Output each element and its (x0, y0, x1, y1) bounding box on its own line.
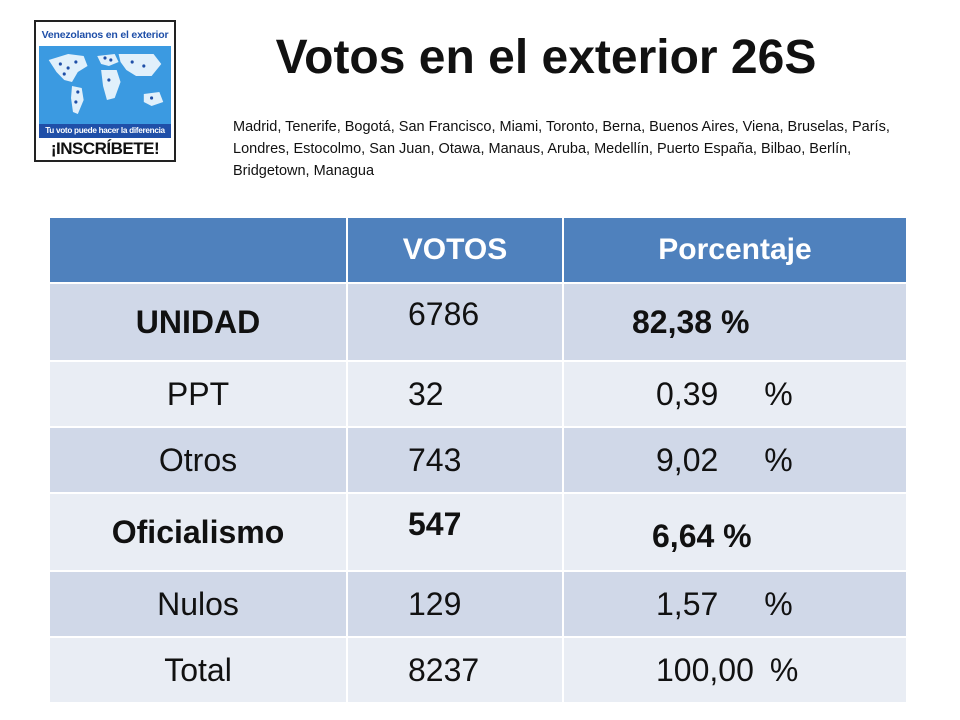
logo-slogan: Tu voto puede hacer la diferencia (39, 124, 171, 138)
pct-sign: % (769, 651, 799, 688)
row-votes: 743 (346, 426, 564, 494)
row-percentage: 9,02% (562, 426, 908, 494)
table-row-unidad: UNIDAD 6786 82,38 % (48, 282, 908, 362)
row-votes: 129 (346, 570, 564, 638)
row-percentage: 82,38 % (562, 282, 908, 362)
row-percentage: 6,64 % (562, 492, 908, 572)
venezolanos-logo: Venezolanos en el exterior Tu voto puede… (34, 20, 176, 162)
table-row-oficialismo: Oficialismo 547 6,64 % (48, 492, 908, 572)
row-votes: 8237 (346, 636, 564, 704)
row-percentage: 100,00% (562, 636, 908, 704)
row-votes: 6786 (346, 282, 564, 362)
pct-value: 0,39 (656, 375, 719, 412)
row-votes: 547 (346, 492, 564, 572)
pct-sign: % (764, 375, 793, 412)
row-label: Nulos (48, 570, 348, 638)
row-label: PPT (48, 360, 348, 428)
cities-list: Madrid, Tenerife, Bogotá, San Francisco,… (233, 119, 890, 179)
results-table: VOTOS Porcentaje UNIDAD 6786 82,38 % PPT… (48, 216, 908, 704)
logo-top-text: Venezolanos en el exterior (39, 25, 171, 45)
table-row-nulos: Nulos 129 1,57% (48, 570, 908, 638)
page-title: Votos en el exterior 26S (275, 31, 817, 84)
pct-sign: % (764, 585, 793, 622)
row-label: UNIDAD (48, 282, 348, 362)
header-votos: VOTOS (346, 216, 564, 284)
pct-value: 100,00 (656, 651, 754, 688)
row-label: Total (48, 636, 348, 704)
pct-value: 9,02 (656, 441, 719, 478)
row-label: Otros (48, 426, 348, 494)
table-header-row: VOTOS Porcentaje (48, 216, 908, 284)
table-row-total: Total 8237 100,00% (48, 636, 908, 704)
logo-cta-text: ¡INSCRÍBETE! (50, 139, 160, 158)
row-percentage: 0,39% (562, 360, 908, 428)
pct-sign: % (764, 441, 793, 478)
header-empty (48, 216, 348, 284)
row-votes: 32 (346, 360, 564, 428)
world-map-image (39, 46, 171, 124)
table-row-otros: Otros 743 9,02% (48, 426, 908, 494)
pct-value: 1,57 (656, 585, 719, 622)
table-row-ppt: PPT 32 0,39% (48, 360, 908, 428)
row-percentage: 1,57% (562, 570, 908, 638)
row-label: Oficialismo (48, 492, 348, 572)
header-porcentaje: Porcentaje (562, 216, 908, 284)
